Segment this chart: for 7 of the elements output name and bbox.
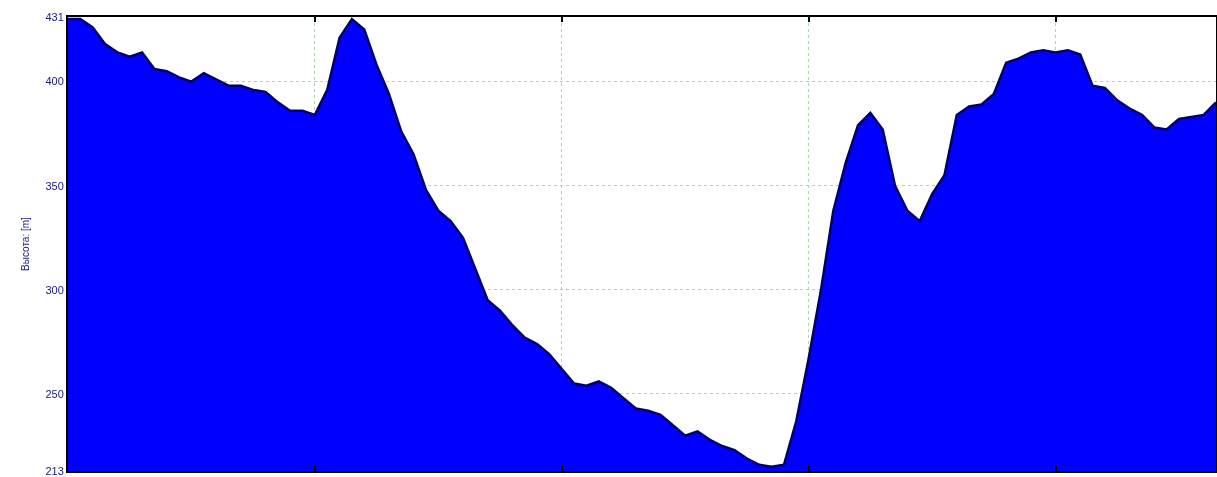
- y-axis-title: Высота: [m]: [19, 216, 31, 271]
- y-tick-label: 400: [45, 75, 64, 88]
- y-tick-label: 300: [45, 283, 64, 296]
- y-tick-label: 213: [45, 464, 64, 477]
- y-tick-label: 250: [45, 387, 64, 400]
- y-tick-label: 431: [45, 10, 64, 23]
- y-tick-label: 350: [45, 179, 64, 192]
